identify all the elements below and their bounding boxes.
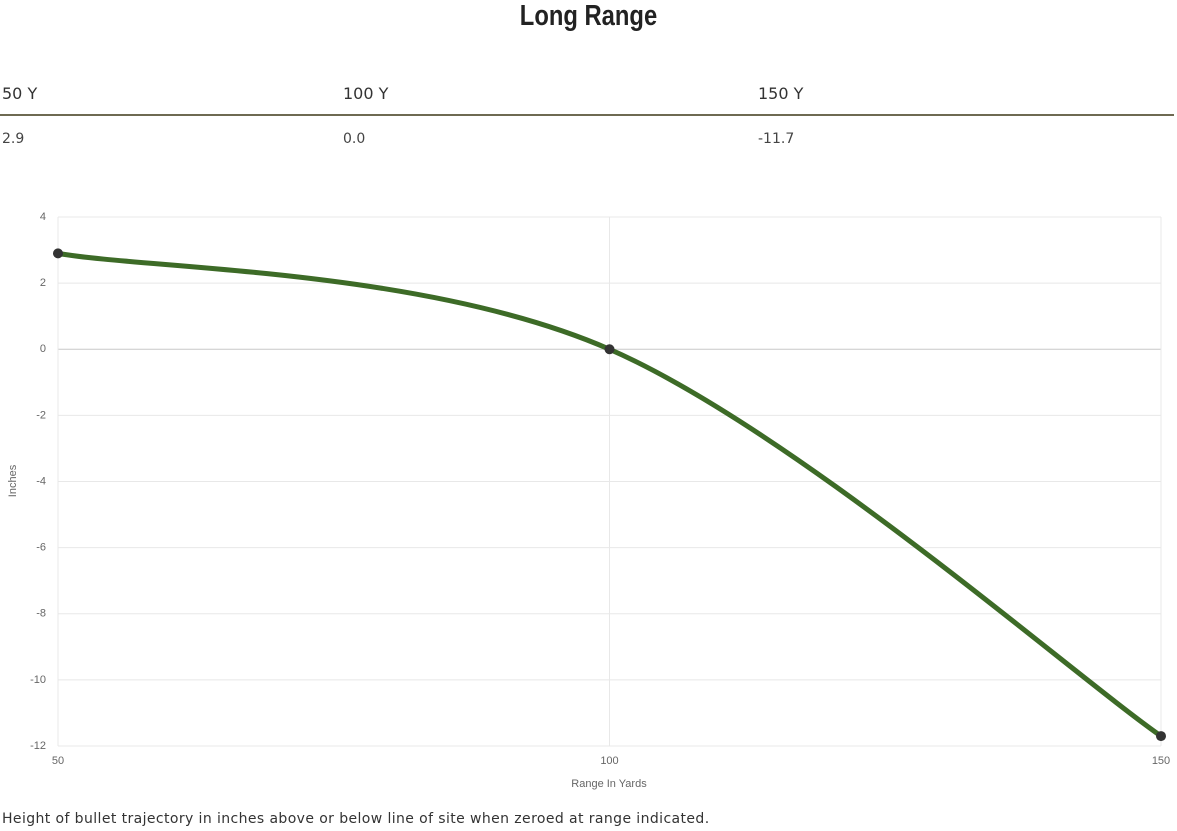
footnote: Height of bullet trajectory in inches ab… — [2, 811, 710, 827]
x-axis-title: Range In Yards — [571, 778, 647, 790]
x-tick-label: 50 — [52, 755, 64, 767]
table-cell: -11.7 — [758, 131, 795, 147]
y-tick-label: -8 — [36, 608, 46, 620]
data-point — [604, 344, 615, 355]
data-point — [53, 248, 63, 259]
y-tick-label: -10 — [30, 674, 46, 686]
x-tick-label: 100 — [600, 755, 618, 767]
table-cell: 2.9 — [2, 131, 25, 147]
y-tick-label: -6 — [36, 542, 46, 554]
data-point — [1156, 731, 1166, 742]
page-title: Long Range — [519, 0, 658, 32]
y-tick-label: 4 — [40, 211, 46, 223]
table-header: 150 Y — [758, 84, 804, 103]
x-tick-label: 150 — [1152, 755, 1170, 767]
y-tick-label: -4 — [36, 475, 46, 487]
chart: Range In Yards Inches -12 -10 -8 -6 -4 -2 0 2 4 5… — [7, 211, 1170, 790]
y-axis-title: Inches — [7, 464, 19, 497]
trajectory-line — [55, 250, 1164, 739]
y-tick-label: 2 — [40, 277, 46, 289]
table-header: 50 Y — [2, 84, 38, 103]
table-rule — [0, 114, 1174, 116]
table-cell: 0.0 — [343, 131, 366, 147]
y-tick-label: -12 — [30, 740, 46, 752]
y-tick-label: -2 — [36, 409, 46, 421]
y-tick-label: 0 — [40, 343, 46, 355]
table-header: 100 Y — [343, 84, 389, 103]
